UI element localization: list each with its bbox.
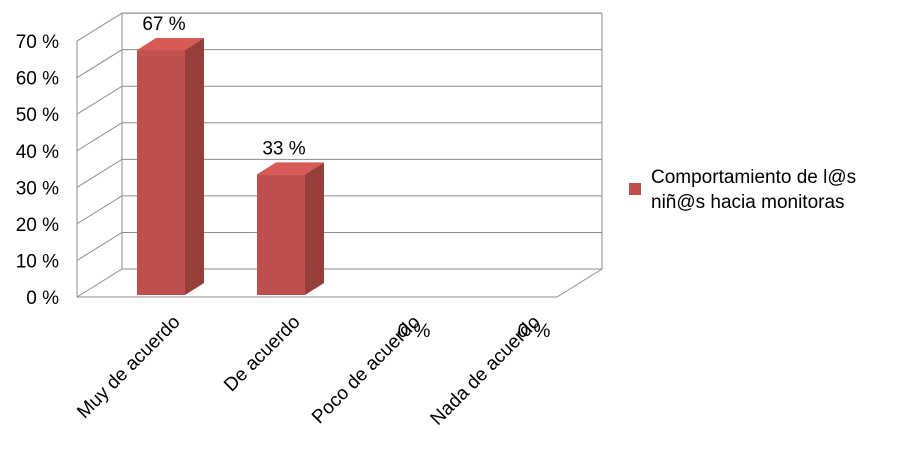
gridline bbox=[76, 49, 602, 79]
x-axis: Muy de acuerdo De acuerdo Poco de acuerdo N… bbox=[73, 312, 544, 430]
gridline bbox=[76, 195, 602, 225]
y-tick-label: 30 % bbox=[16, 178, 59, 199]
data-labels: 67 % 33 % 0 % 0 % bbox=[142, 14, 550, 342]
gridline bbox=[76, 158, 602, 188]
y-axis: 0 % 10 % 20 % 30 % 40 % 50 % 60 % 70 % bbox=[16, 32, 59, 309]
gridline bbox=[76, 12, 602, 42]
legend-label-line-1: Comportamiento de l@s bbox=[651, 167, 856, 188]
y-tick-label: 50 % bbox=[16, 105, 59, 126]
floor-right-edge bbox=[556, 268, 603, 298]
y-tick-label: 0 % bbox=[26, 288, 59, 309]
bar-side bbox=[185, 38, 204, 295]
y-tick-label: 70 % bbox=[16, 32, 59, 53]
legend-label-line-2: niñ@s hacia monitoras bbox=[651, 192, 845, 213]
gridline bbox=[76, 85, 602, 115]
data-label: 67 % bbox=[142, 14, 185, 35]
gridline bbox=[76, 122, 602, 152]
bar bbox=[137, 50, 185, 295]
bar bbox=[257, 174, 305, 295]
gridlines bbox=[76, 12, 602, 298]
legend-swatch bbox=[629, 183, 641, 195]
data-label: 33 % bbox=[262, 138, 305, 159]
y-tick-label: 10 % bbox=[16, 251, 59, 272]
category-label: De acuerdo bbox=[220, 312, 304, 396]
legend: Comportamiento de l@s niñ@s hacia monito… bbox=[629, 167, 856, 213]
bar-top bbox=[257, 162, 324, 175]
category-label: Muy de acuerdo bbox=[73, 312, 184, 423]
y-tick-label: 20 % bbox=[16, 215, 59, 236]
data-label: 0 % bbox=[398, 321, 431, 342]
y-tick-label: 40 % bbox=[16, 142, 59, 163]
category-label: Poco de acuerdo bbox=[308, 312, 424, 428]
bars bbox=[137, 38, 324, 295]
gridline bbox=[76, 268, 602, 298]
y-tick-label: 60 % bbox=[16, 69, 59, 90]
bar-side bbox=[305, 162, 324, 295]
gridline bbox=[76, 231, 602, 261]
category-label: Nada de acuerdo bbox=[427, 312, 545, 430]
data-label: 0 % bbox=[518, 321, 551, 342]
bar-top bbox=[137, 38, 204, 51]
